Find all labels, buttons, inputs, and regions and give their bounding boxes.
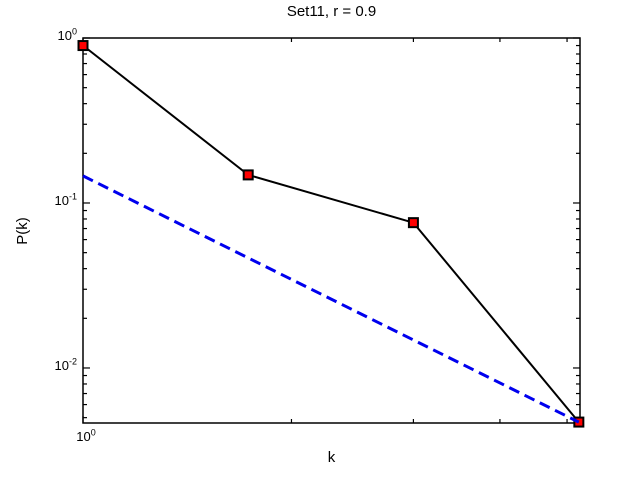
power-law-fit-line — [82, 174, 580, 424]
y-tick-label: 100 — [57, 26, 77, 43]
chart-title: Set11, r = 0.9 — [286, 3, 377, 20]
x-axis-label: k — [327, 449, 336, 466]
y-tick-label: 10-1 — [54, 191, 77, 208]
pk-data-line — [82, 44, 580, 423]
axes-box — [82, 37, 581, 424]
data-point-marker — [407, 217, 419, 229]
y-tick-label: 10-2 — [54, 356, 77, 373]
x-tick-label: 100 — [76, 427, 96, 444]
data-point-marker — [242, 169, 254, 181]
data-point-marker — [77, 40, 89, 52]
data-point-marker — [573, 416, 585, 428]
